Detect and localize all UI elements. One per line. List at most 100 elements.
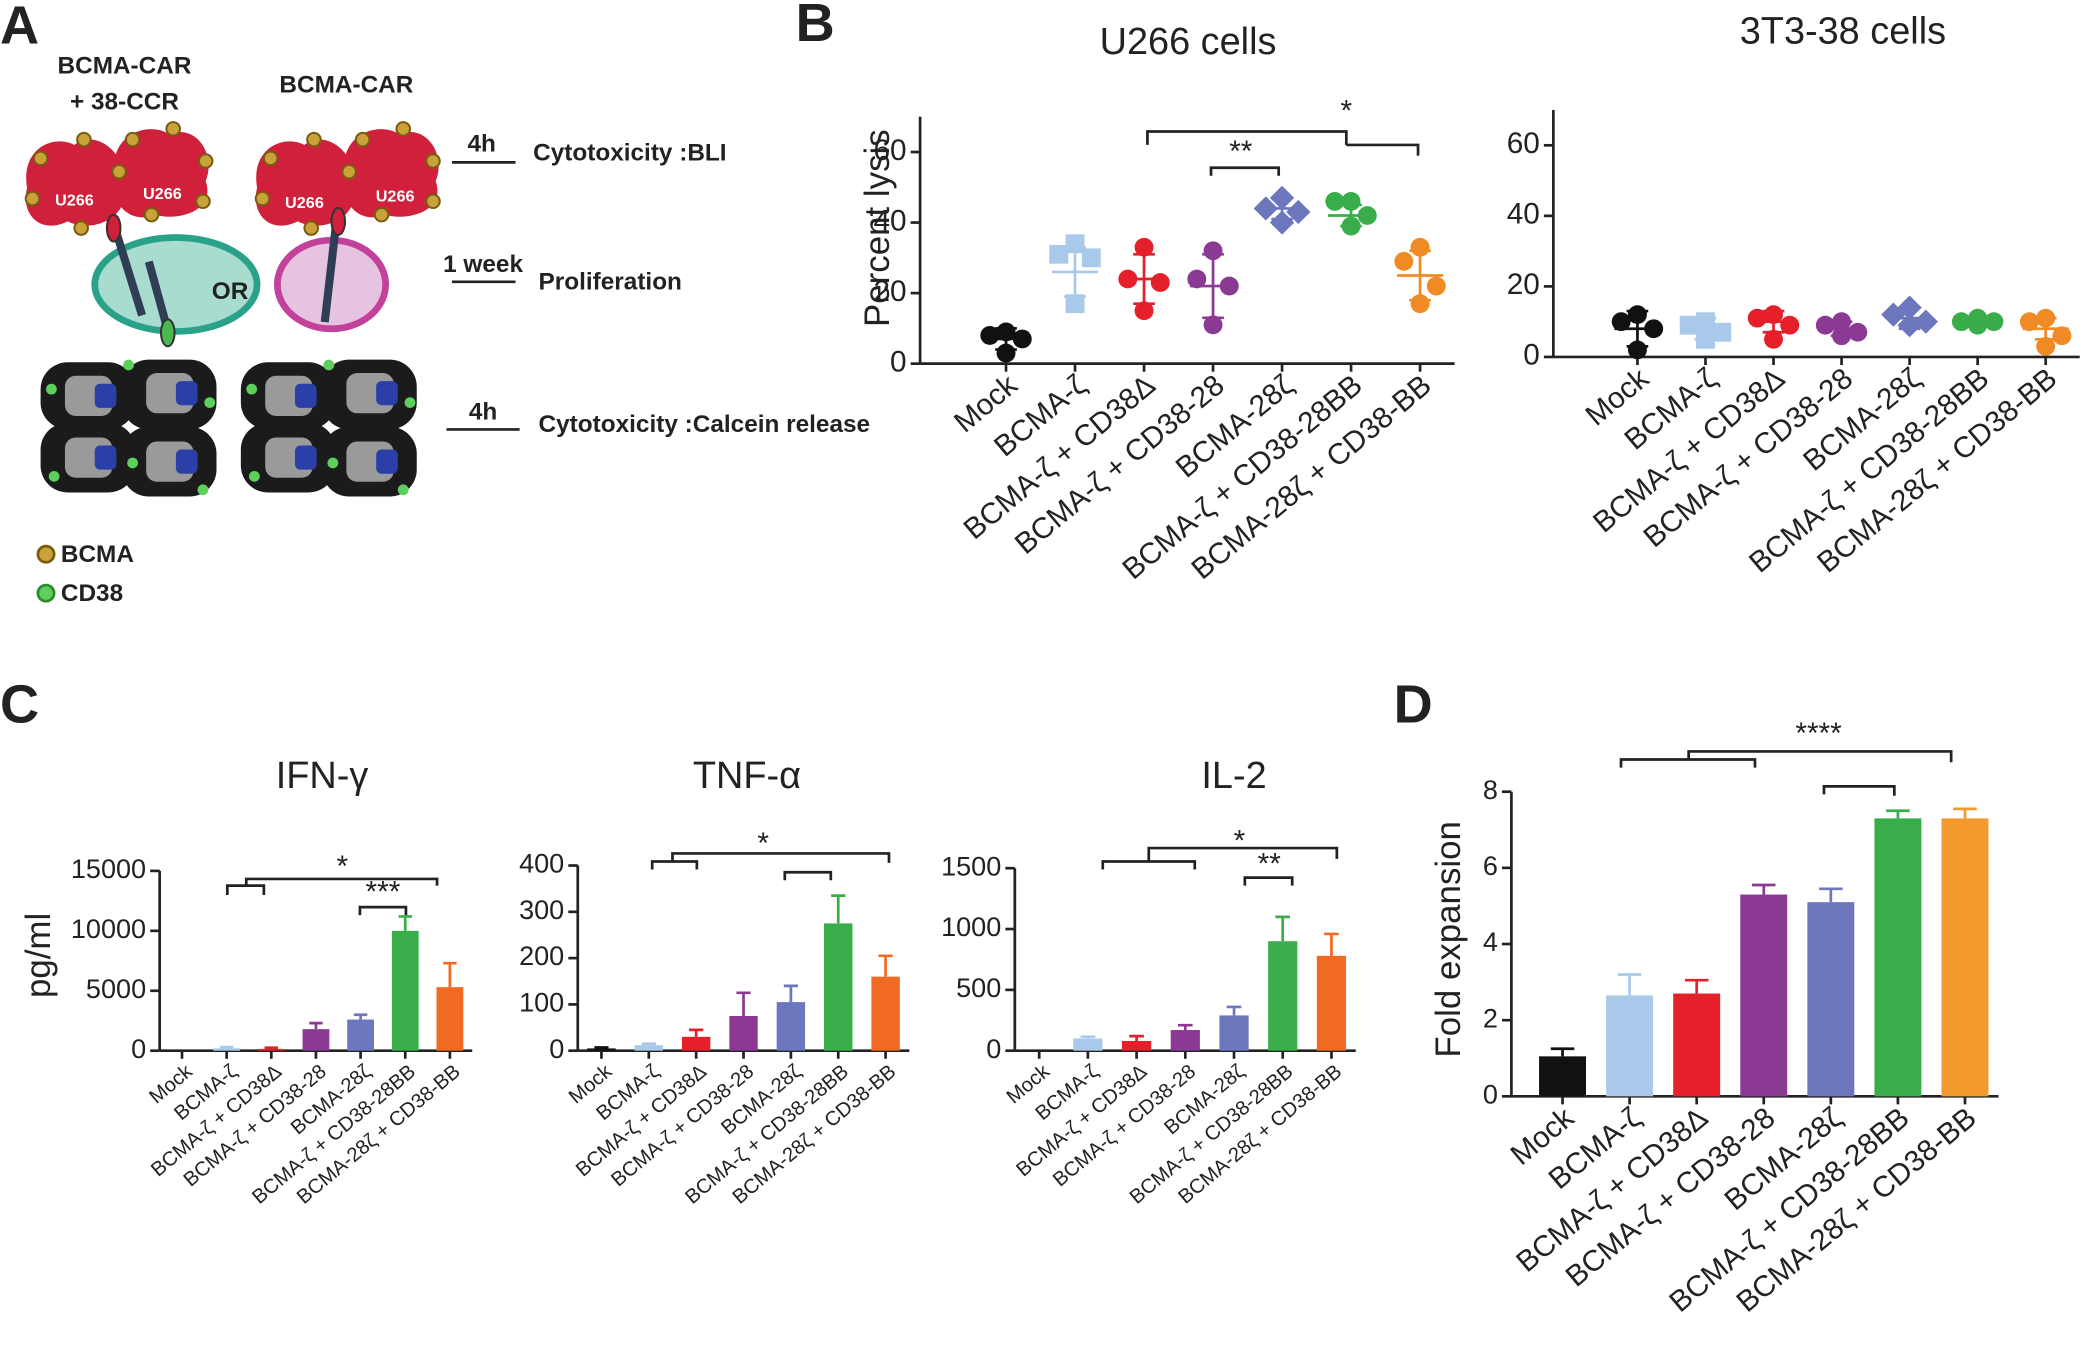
bar xyxy=(634,1045,664,1051)
bar xyxy=(302,1029,330,1051)
bar xyxy=(1807,902,1855,1097)
y-tick-label: 60 xyxy=(873,134,906,167)
y-tick-label: 300 xyxy=(519,895,564,925)
receptors xyxy=(105,206,347,348)
error-bar xyxy=(1409,249,1431,302)
error-bar xyxy=(1226,1005,1242,1016)
error-bar xyxy=(1275,915,1291,942)
point xyxy=(1611,312,1631,332)
target-cells xyxy=(40,359,417,497)
error-bar xyxy=(1830,320,1853,338)
cell-label: U266 xyxy=(143,185,182,203)
timeline-rules xyxy=(446,161,520,431)
bar xyxy=(1539,1056,1587,1097)
bar xyxy=(776,1002,806,1051)
bar xyxy=(1073,1038,1103,1051)
y-tick-label: 5000 xyxy=(86,974,146,1004)
error-bar xyxy=(1762,309,1785,334)
error-bar xyxy=(878,954,893,977)
or-label: OR xyxy=(212,278,249,305)
error-bar xyxy=(1898,306,1921,331)
error-bar xyxy=(594,1046,609,1049)
bar xyxy=(347,1019,374,1051)
point xyxy=(1203,315,1223,335)
significance-bracket xyxy=(1101,846,1339,870)
bar xyxy=(1170,1030,1200,1051)
y-tick-label: 40 xyxy=(1507,198,1540,231)
significance-bracket xyxy=(1209,166,1281,176)
point xyxy=(2036,336,2056,356)
panel-label: A xyxy=(0,0,39,56)
point xyxy=(1134,237,1154,257)
error-bar xyxy=(1129,1034,1144,1041)
cell-label: U266 xyxy=(55,192,94,210)
point xyxy=(1269,210,1295,235)
error-bar xyxy=(1819,887,1843,903)
step-assay: Cytotoxicity :BLI xyxy=(533,140,726,167)
error-bar xyxy=(443,961,457,988)
point xyxy=(1848,322,1868,342)
significance-bracket xyxy=(1243,876,1294,886)
bar xyxy=(436,987,464,1051)
significance-label: * xyxy=(1341,95,1353,128)
y-tick-label: 1000 xyxy=(941,912,1001,942)
y-tick-label: 1500 xyxy=(941,851,1001,881)
y-tick-label: 10000 xyxy=(71,914,146,944)
point xyxy=(1764,329,1783,349)
y-tick-label: 0 xyxy=(890,346,907,379)
legend-label: CD38 xyxy=(61,580,123,607)
point xyxy=(1049,244,1069,264)
bar xyxy=(1941,818,1989,1097)
bar xyxy=(824,923,853,1051)
y-tick-label: 8 xyxy=(1483,775,1498,805)
error-bar xyxy=(641,1042,656,1046)
bar xyxy=(1121,1040,1152,1051)
error-bar xyxy=(1271,196,1293,221)
y-axis-label: Percent lysis xyxy=(858,129,897,327)
error-bar xyxy=(1966,316,1989,327)
y-tick-label: 400 xyxy=(519,849,564,879)
bar xyxy=(1673,993,1721,1097)
error-bar xyxy=(689,1028,704,1037)
significance-label: *** xyxy=(366,876,401,909)
error-bar xyxy=(1202,252,1224,320)
significance-label: **** xyxy=(1795,717,1842,750)
error-bar xyxy=(995,327,1017,351)
step-time: 4h xyxy=(467,130,495,157)
group-label: BCMA-CAR xyxy=(279,71,413,98)
significance-bracket xyxy=(358,905,408,916)
significance-bracket xyxy=(1146,130,1420,156)
point xyxy=(1187,269,1207,289)
error-bar xyxy=(1684,978,1709,994)
point xyxy=(1426,276,1446,296)
bar xyxy=(1606,995,1654,1097)
legend-swatch xyxy=(36,583,56,603)
error-bar xyxy=(1080,1035,1096,1039)
y-tick-label: 100 xyxy=(519,988,564,1018)
y-tick-label: 20 xyxy=(1507,268,1540,301)
bar xyxy=(871,976,900,1051)
y-tick-label: 0 xyxy=(1483,1080,1498,1110)
chart-title: IL-2 xyxy=(1201,754,1266,796)
point xyxy=(2052,326,2072,346)
significance-bracket xyxy=(1619,750,1953,796)
tumor-cells xyxy=(24,121,441,236)
cell-label: U266 xyxy=(285,194,324,212)
point xyxy=(1065,294,1085,314)
bar xyxy=(587,1048,616,1051)
significance-label: ** xyxy=(1258,847,1282,880)
panel-label: D xyxy=(1394,675,1433,735)
group-label: BCMA-CAR xyxy=(58,53,192,80)
bar xyxy=(391,930,419,1051)
y-tick-label: 500 xyxy=(956,973,1001,1003)
y-axis-label: Fold expansion xyxy=(1429,821,1468,1057)
error-bar xyxy=(1550,1047,1575,1057)
y-tick-label: 4 xyxy=(1483,927,1498,957)
legend-swatch xyxy=(36,544,56,564)
significance-label: * xyxy=(757,827,769,860)
y-tick-label: 200 xyxy=(519,941,564,971)
significance-bracket xyxy=(225,877,439,896)
error-bar xyxy=(1340,203,1362,228)
error-bar xyxy=(398,915,412,931)
